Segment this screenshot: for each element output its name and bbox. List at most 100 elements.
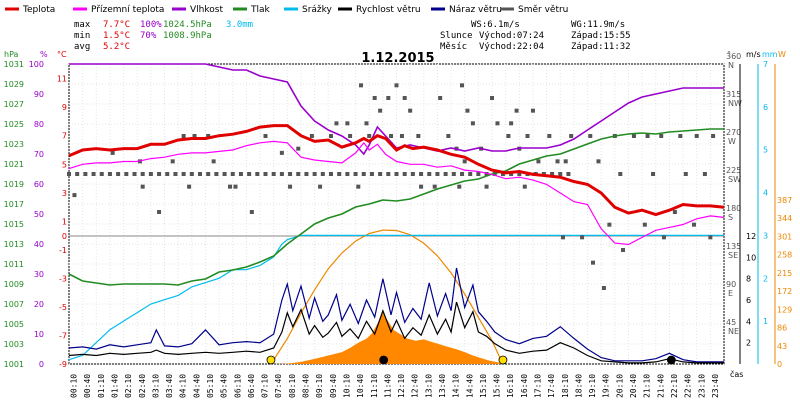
winddir-point: [702, 172, 707, 176]
wind-wg: WG:11.9m/s: [571, 20, 625, 30]
tick-humidity: 30: [34, 270, 44, 279]
winddir-point: [192, 134, 197, 138]
winddir-point: [198, 172, 202, 176]
x-tick-label: 04:10: [179, 374, 188, 398]
tick-solar: 215: [777, 269, 792, 278]
x-tick-label: 19:40: [602, 374, 611, 398]
winddir-point: [394, 83, 399, 88]
winddir-point: [509, 172, 514, 176]
winddir-point: [601, 286, 606, 290]
winddir-point: [369, 172, 374, 176]
winddir-point: [495, 121, 500, 126]
stat-min-label: min: [74, 31, 90, 41]
legend: Teplota Přízemní teplota Vlhkost Tlak Srážky…: [5, 5, 568, 15]
x-tick-label: 01:10: [97, 374, 106, 398]
winddir-point: [320, 172, 325, 176]
winddir-point: [631, 134, 636, 138]
tick-solar: 43: [777, 342, 787, 351]
tick-windspeed: 10: [746, 253, 756, 262]
sun-rise: Východ:07:24: [479, 31, 544, 41]
winddir-point: [157, 210, 162, 214]
winddir-point: [238, 172, 243, 176]
winddir-point: [173, 172, 178, 176]
legend-label-3: Tlak: [250, 5, 271, 15]
winddir-point: [367, 134, 372, 138]
winddir-point: [708, 235, 713, 240]
tick-winddir: 45: [726, 318, 736, 327]
winddir-point: [402, 172, 407, 176]
winddir-point: [394, 172, 399, 176]
winddir-point: [337, 172, 342, 176]
winddir-point: [399, 134, 404, 138]
astro-block: WS:6.1m/s WG:11.9m/s Slunce Východ:07:24…: [440, 20, 631, 52]
winddir-point: [386, 172, 391, 176]
tick-winddir: 180: [726, 204, 741, 213]
tick-windspeed: 2: [746, 339, 751, 348]
winddir-point: [672, 210, 677, 214]
winddir-point: [72, 193, 77, 198]
winddir-point: [99, 172, 104, 176]
x-tick-label: 12:40: [411, 374, 420, 398]
winddir-point: [438, 96, 443, 100]
tick-winddir-label: S: [728, 213, 733, 222]
tick-winddir-label: NE: [728, 327, 739, 336]
stat-avg-temp: 5.2°C: [103, 42, 130, 52]
x-tick-label: 16:40: [520, 374, 529, 398]
x-tick-label: 13:10: [424, 374, 433, 398]
stat-min-hum: 70%: [140, 31, 157, 41]
tick-solar: 387: [777, 196, 792, 205]
tick-solar: 344: [777, 214, 792, 223]
x-tick-label: 03:10: [151, 374, 160, 398]
winddir-point: [659, 134, 664, 138]
tick-humidity: 20: [34, 300, 44, 309]
x-tick-label: 08:10: [288, 374, 297, 398]
winddir-point: [651, 172, 656, 176]
tick-pressure: 1001: [4, 360, 24, 369]
x-tick-label: 09:40: [329, 374, 338, 398]
winddir-point: [591, 260, 595, 265]
winddir-point: [181, 172, 186, 176]
tick-humidity: 40: [34, 240, 44, 249]
winddir-point: [247, 172, 252, 176]
series-slunecni-zareni: [270, 312, 503, 364]
tick-pressure: 1023: [4, 140, 24, 149]
winddir-point: [288, 184, 293, 189]
x-tick-label: 12:10: [397, 374, 406, 398]
winddir-point: [569, 134, 574, 138]
winddir-point: [560, 235, 565, 240]
winddir-point: [517, 172, 522, 176]
axis-units: hPa % °C ° m/s mm W čas: [4, 50, 786, 379]
winddir-point: [408, 108, 413, 113]
winddir-point: [329, 134, 333, 138]
stat-max-label: max: [74, 20, 91, 30]
winddir-point: [296, 146, 301, 151]
tick-windspeed: 6: [746, 296, 751, 305]
x-tick-label: 05:10: [206, 374, 215, 398]
marker-moon-rise: [666, 355, 676, 365]
winddir-point: [230, 172, 235, 176]
series-naraz-vetru: [68, 267, 724, 363]
winddir-point: [110, 150, 115, 155]
marker-moon-set: [379, 355, 389, 365]
winddir-point: [547, 134, 552, 138]
winddir-point: [427, 172, 432, 176]
winddir-point: [645, 134, 650, 138]
axes: 1001100310051007100910111013101510171019…: [4, 52, 793, 369]
x-tick-label: 10:40: [356, 374, 365, 398]
winddir-point: [124, 172, 129, 176]
tick-pressure: 1021: [4, 160, 24, 169]
x-tick-label: 07:10: [261, 374, 270, 398]
tick-solar: 301: [777, 232, 792, 241]
winddir-point: [132, 172, 137, 176]
x-tick-labels: 00:10 00:40 01:10 01:40 02:10 02:40 03:10 03:40…: [70, 374, 720, 398]
x-tick-label: 20:10: [615, 374, 624, 398]
x-tick-label: 16:10: [506, 374, 515, 398]
tick-winddir-label: W: [728, 137, 736, 146]
winddir-point: [181, 134, 186, 138]
winddir-point: [296, 172, 301, 176]
winddir-point: [536, 159, 541, 164]
stat-min-temp: 1.5°C: [103, 31, 130, 41]
legend-label-6: Náraz větru: [449, 5, 502, 15]
winddir-point: [580, 235, 585, 240]
